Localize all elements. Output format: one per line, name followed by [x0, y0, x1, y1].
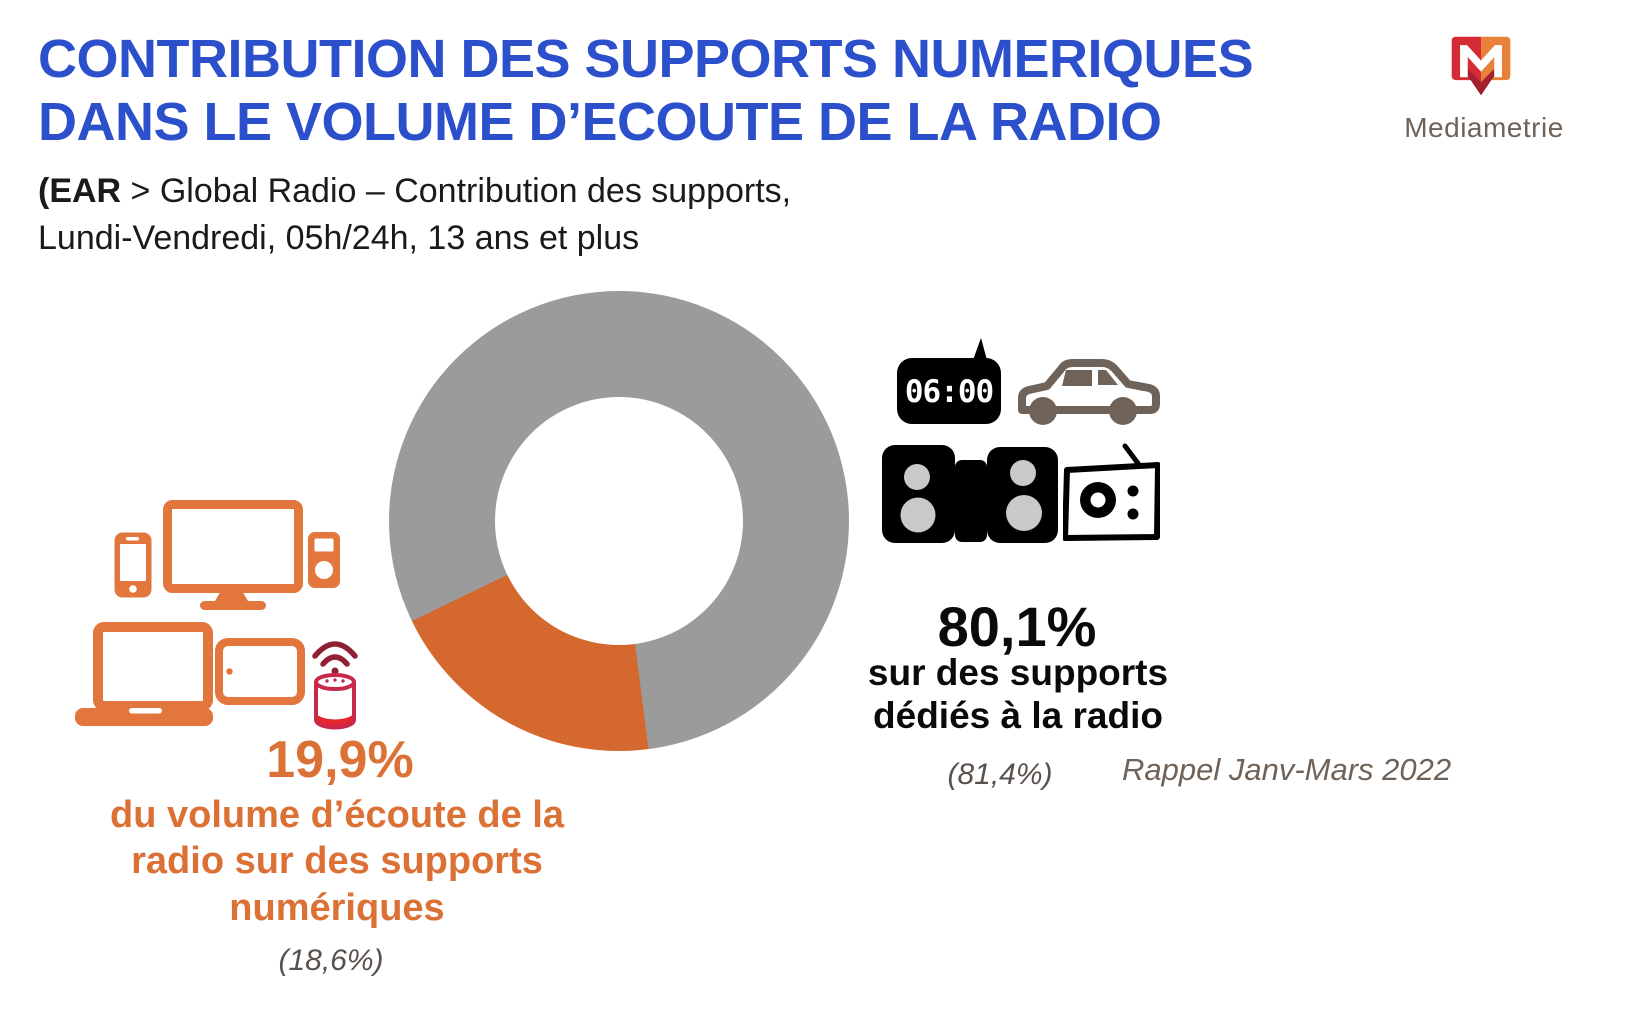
tablet-icon	[215, 638, 305, 705]
car-icon	[1018, 359, 1160, 425]
radio-icon	[1063, 443, 1160, 541]
dedicated-share-label-line2: dédiés à la radio	[873, 694, 1163, 736]
recall-period-note: Rappel Janv-Mars 2022	[1122, 752, 1452, 787]
page-title-line1: CONTRIBUTION DES SUPPORTS NUMERIQUES	[38, 29, 1254, 89]
digital-share-value: 19,9%	[266, 731, 414, 789]
digital-share-label: du volume d’écoute de la radio sur des s…	[87, 792, 587, 931]
mp3-player-icon	[308, 532, 340, 588]
digital-share-label-line1: du volume d’écoute de la	[110, 794, 564, 836]
subtitle-scope: > Global Radio – Contribution des suppor…	[121, 172, 792, 210]
dedicated-share-prior-value: (81,4%)	[947, 758, 1053, 791]
smart-speaker-icon	[312, 641, 358, 730]
dedicated-share-label: sur des supports dédiés à la radio	[848, 652, 1188, 737]
alarm-clock-display: 06:00	[905, 374, 993, 410]
alarm-clock-icon: 06:00	[897, 338, 1001, 424]
hifi-speakers-icon	[882, 445, 1058, 543]
page-title: CONTRIBUTION DES SUPPORTS NUMERIQUES DAN…	[38, 28, 1378, 154]
donut-hole	[495, 397, 743, 645]
subtitle-source: (EAR	[38, 172, 122, 210]
digital-share-label-line2: radio sur des supports	[131, 840, 543, 883]
dedicated-share-value: 80,1%	[937, 595, 1097, 658]
page-title-line2: DANS LE VOLUME D’ECOUTE DE LA RADIO	[38, 92, 1162, 153]
dedicated-share-label-line1: sur des supports	[867, 652, 1169, 693]
subtitle: (EAR > Global Radio – Contribution des s…	[38, 168, 938, 262]
subtitle-line2: Lundi-Vendredi, 05h/24h, 13 ans et plus	[38, 218, 640, 257]
subtitle-line1: (EAR > Global Radio – Contribution des s…	[38, 168, 938, 215]
monitor-icon	[163, 500, 303, 610]
smartphone-icon	[114, 532, 152, 598]
donut-chart	[389, 291, 849, 751]
digital-share-label-line3: numériques	[229, 886, 445, 929]
mediametrie-wordmark: Mediametrie	[1404, 112, 1564, 143]
mediametrie-logo-icon	[1451, 36, 1511, 96]
laptop-icon	[75, 622, 213, 726]
digital-share-prior-value: (18,6%)	[278, 944, 384, 977]
